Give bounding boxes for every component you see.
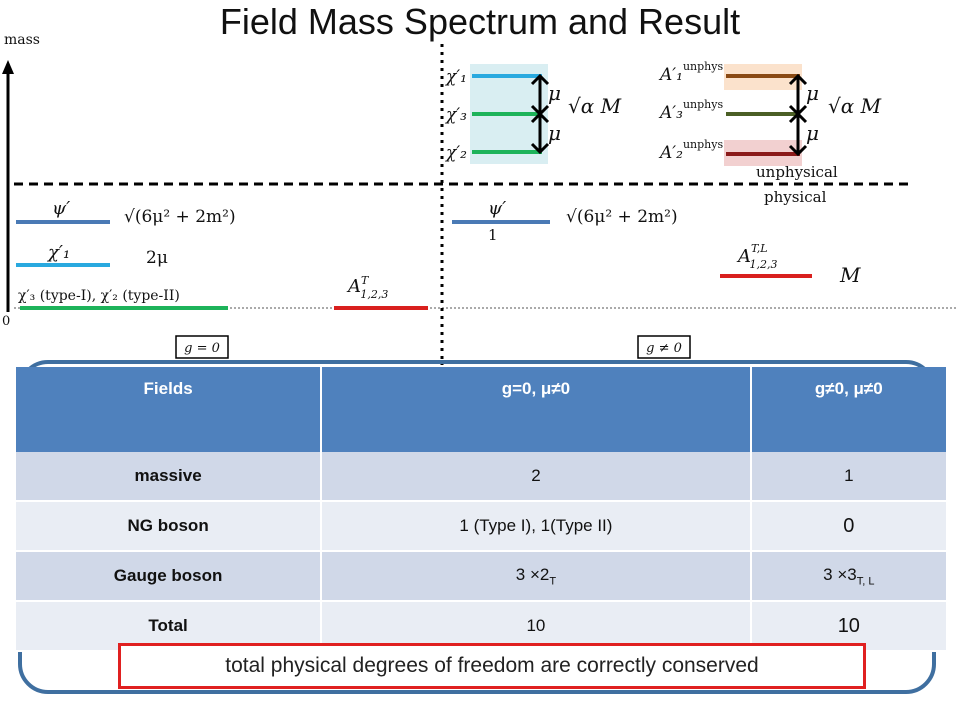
g0-cell: 3 ×2T — [321, 551, 752, 602]
mu-lower-chi: μ — [548, 121, 561, 145]
field-cell: Gauge boson — [16, 551, 323, 602]
psi-mass-right: √(6μ² + 2m²) — [566, 207, 678, 227]
unphysical-label: unphysical — [756, 163, 838, 181]
physical-label: physical — [764, 188, 827, 206]
conclusion-box: total physical degrees of freedom are co… — [118, 643, 866, 689]
psi-label-right: ψ′ — [488, 198, 506, 219]
chi1-mass-left: 2μ — [146, 248, 168, 268]
sqrt-alpha-M-chi: √α M — [568, 94, 622, 118]
condition-right: g ≠ 0 — [646, 341, 682, 356]
table-row: Gauge boson 3 ×2T 3 ×3T, L — [16, 551, 949, 602]
table-header-row: Fields g=0, μ≠0 g≠0, μ≠0 — [16, 367, 949, 452]
gauge-mass-right: M — [839, 263, 861, 287]
g0-cell: 2 — [321, 452, 752, 502]
massless-scalars-label: χ′₃ (type-I), χ′₂ (type-II) — [18, 288, 180, 304]
chi3-label-right: χ′₃ — [445, 105, 467, 125]
results-table-wrap: Fields g=0, μ≠0 g≠0, μ≠0 massive 2 1 NG … — [16, 367, 949, 652]
a3-unphys-label: A′₃unphys — [658, 98, 723, 123]
psi-count-right: 1 — [488, 226, 498, 244]
mass-axis-label: mass — [4, 32, 40, 48]
mu-upper-chi: μ — [548, 81, 561, 105]
a2-unphys-label: A′₂unphys — [658, 138, 723, 163]
gne0-cell: 0 — [750, 501, 949, 552]
mass-axis-arrow — [2, 60, 14, 74]
field-cell: massive — [16, 452, 323, 502]
condition-box-right — [637, 335, 691, 359]
gauge-label-left: AT 1,2,3 — [346, 274, 388, 301]
mu-lower-a: μ — [806, 121, 819, 145]
a1-unphys-label: A′₁unphys — [658, 60, 723, 85]
psi-mass-left: √(6μ² + 2m²) — [124, 207, 236, 227]
a-splitting-arrows — [788, 73, 808, 157]
mass-spectrum-diagram: mass 0 ψ′ √(6μ² + 2m²) χ′₁ 2μ χ′₃ (type-… — [2, 32, 958, 365]
g0-cell: 1 (Type I), 1(Type II) — [321, 501, 752, 552]
condition-left: g = 0 — [184, 341, 220, 356]
gne0-cell: 3 ×3T, L — [750, 551, 949, 602]
results-table: Fields g=0, μ≠0 g≠0, μ≠0 massive 2 1 NG … — [16, 367, 949, 652]
field-cell: Total — [16, 601, 323, 652]
gne0-cell: 1 — [750, 452, 949, 502]
header-g0: g=0, μ≠0 — [321, 367, 752, 452]
header-gne0: g≠0, μ≠0 — [750, 367, 949, 452]
chi1-label-right: χ′₁ — [445, 67, 467, 87]
chi-splitting-arrows — [530, 73, 550, 155]
chi2-label-right: χ′₂ — [445, 143, 467, 163]
gauge-label-right: AT,L 1,2,3 — [736, 242, 778, 271]
sqrt-alpha-M-a: √α M — [828, 94, 882, 118]
header-fields: Fields — [16, 367, 323, 452]
condition-box-left — [175, 335, 229, 359]
mu-upper-a: μ — [806, 81, 819, 105]
page-title: Field Mass Spectrum and Result — [219, 1, 741, 42]
table-row: massive 2 1 — [16, 452, 949, 502]
origin-label: 0 — [2, 314, 10, 329]
table-row: NG boson 1 (Type I), 1(Type II) 0 — [16, 501, 949, 552]
chi1-label-left: χ′₁ — [46, 242, 70, 263]
psi-label-left: ψ′ — [52, 198, 70, 219]
gne0-cell: 10 — [750, 601, 949, 652]
field-cell: NG boson — [16, 501, 323, 552]
